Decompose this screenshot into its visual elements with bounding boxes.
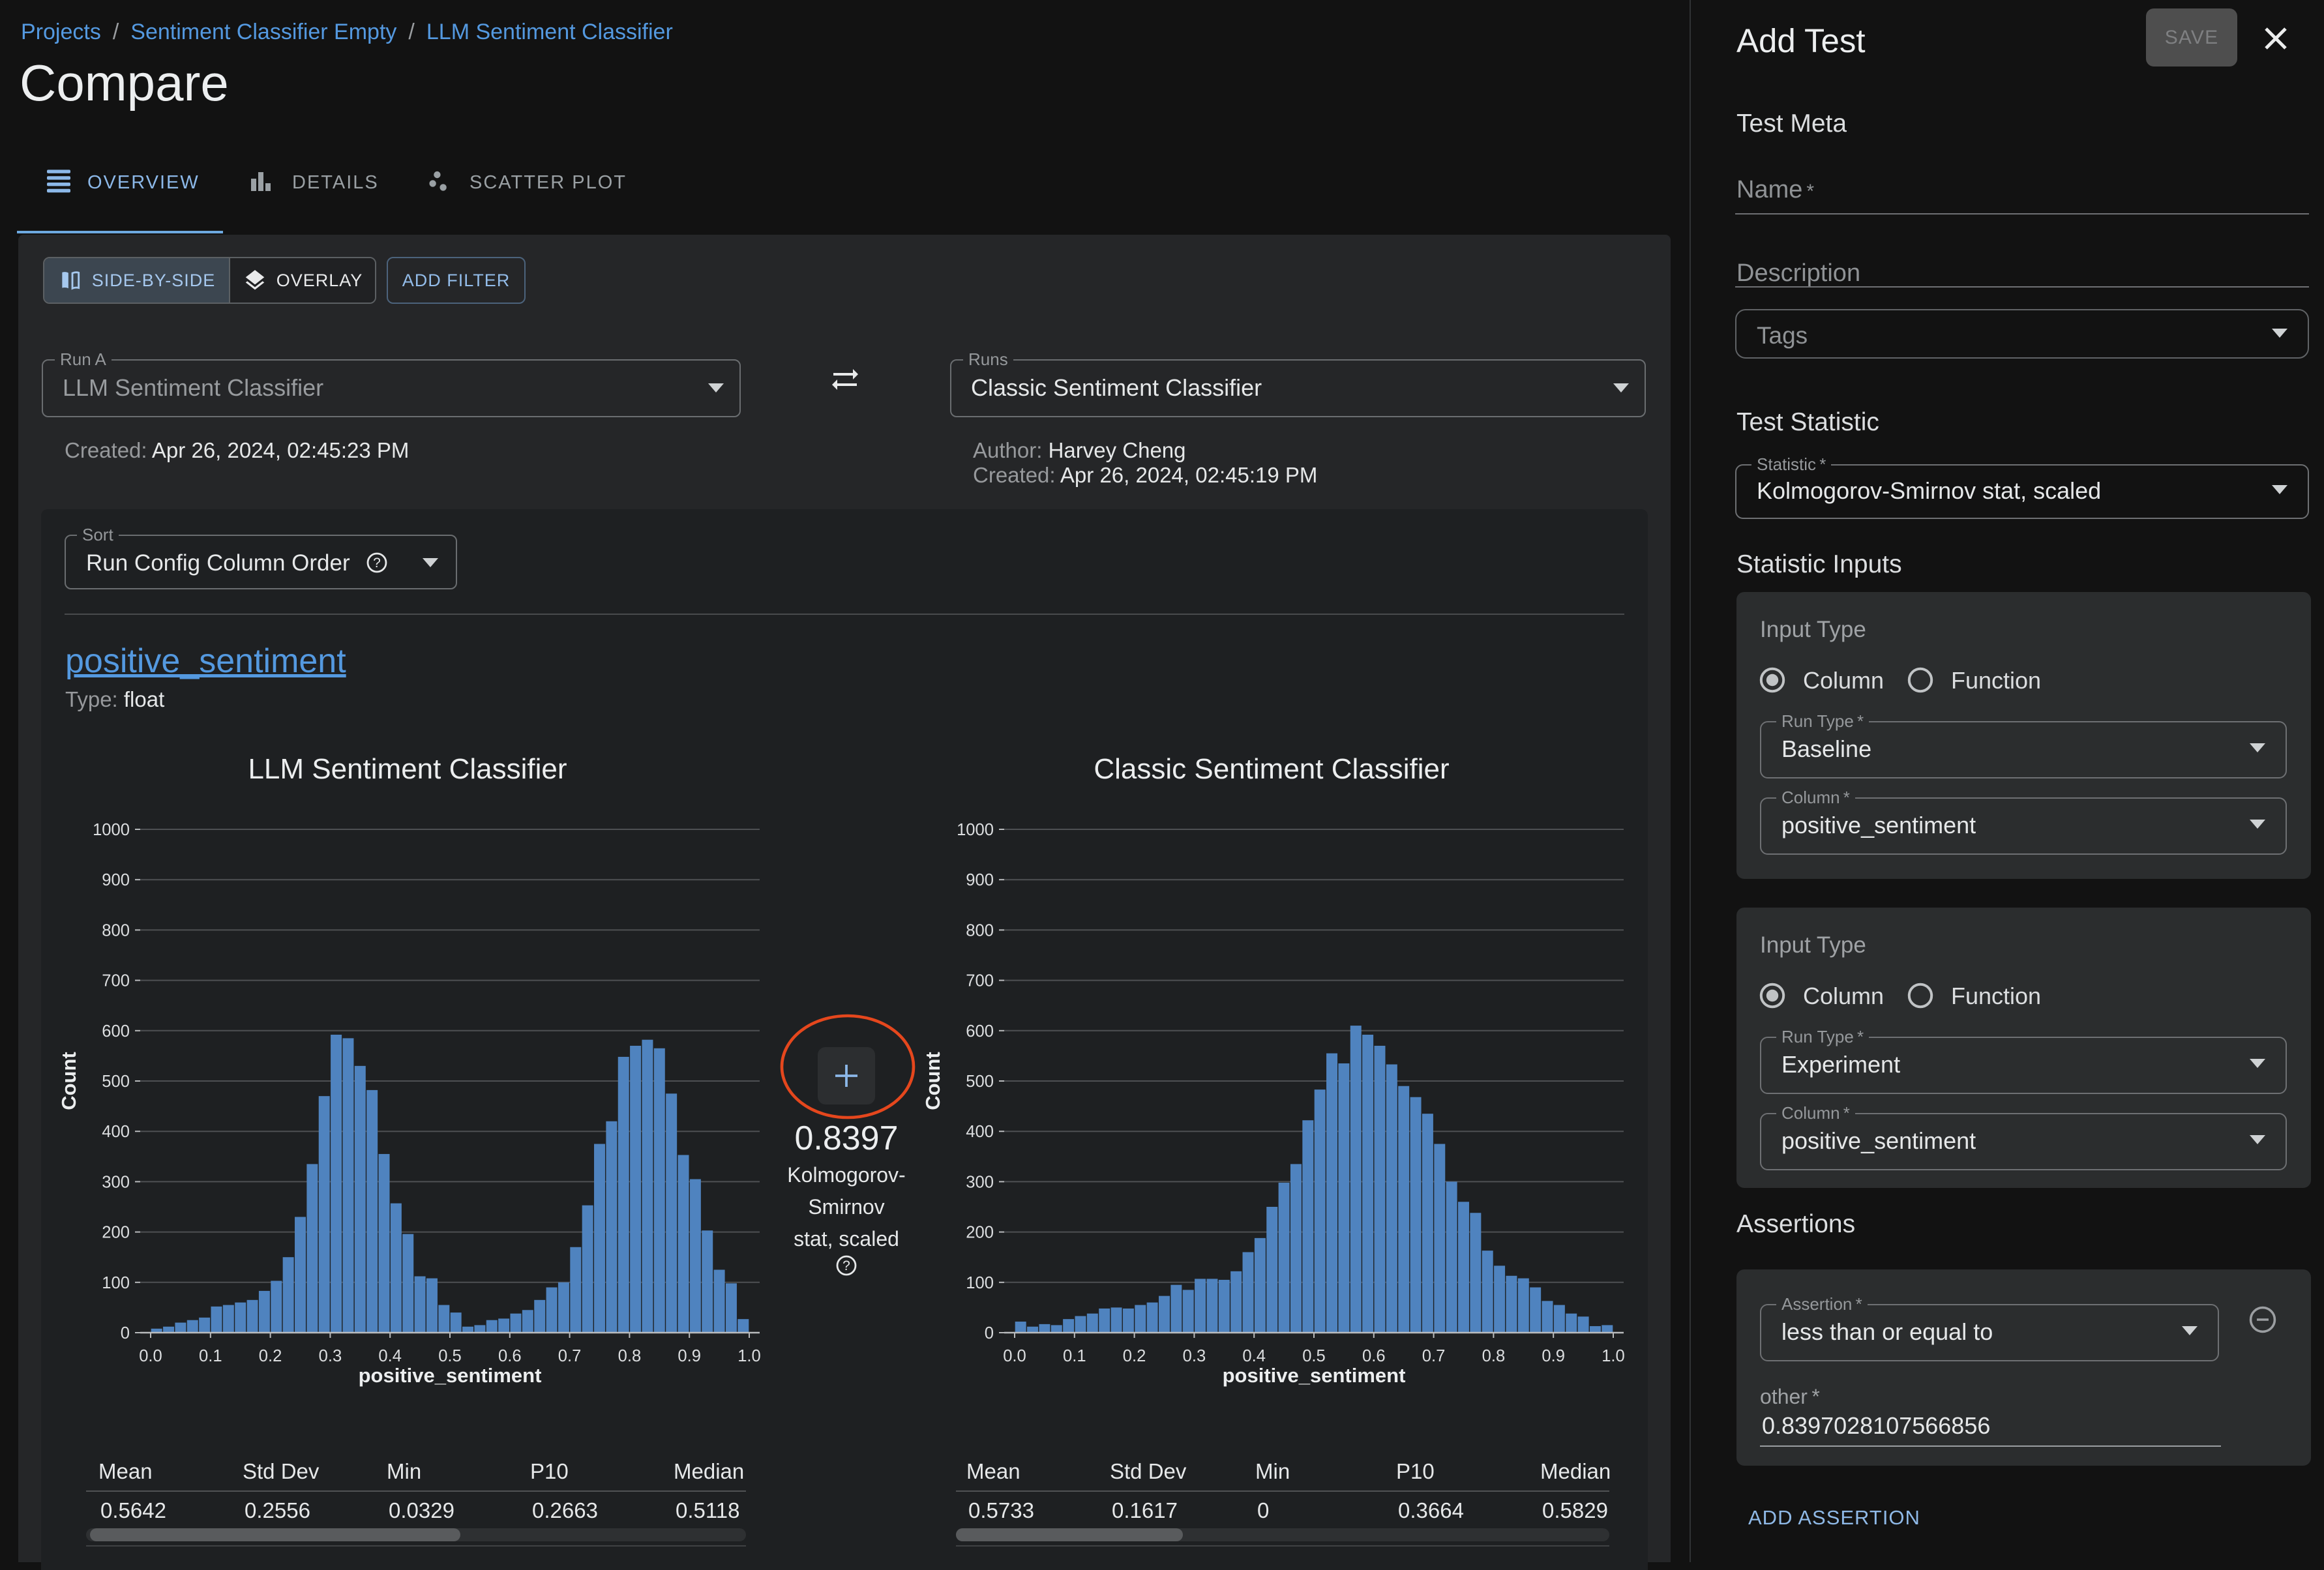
svg-text:0.8: 0.8 (618, 1347, 642, 1365)
svg-text:900: 900 (966, 871, 994, 889)
svg-text:Classic Sentiment Classifier: Classic Sentiment Classifier (1094, 753, 1449, 785)
svg-text:0.2: 0.2 (1123, 1347, 1146, 1365)
svg-text:1000: 1000 (957, 821, 994, 839)
svg-text:LLM Sentiment Classifier: LLM Sentiment Classifier (248, 753, 567, 785)
svg-text:300: 300 (102, 1173, 130, 1191)
svg-text:900: 900 (102, 871, 130, 889)
svg-text:0.6: 0.6 (498, 1347, 522, 1365)
svg-text:?: ? (842, 1258, 850, 1273)
svg-text:400: 400 (966, 1123, 994, 1141)
svg-text:0: 0 (121, 1324, 130, 1342)
svg-text:0.4: 0.4 (1242, 1347, 1266, 1365)
svg-text:0.8: 0.8 (1482, 1347, 1506, 1365)
svg-text:Count: Count (57, 1052, 80, 1110)
svg-text:0.2: 0.2 (259, 1347, 282, 1365)
svg-text:0.9: 0.9 (678, 1347, 701, 1365)
svg-text:?: ? (373, 555, 381, 570)
svg-text:200: 200 (102, 1224, 130, 1242)
svg-text:0.1: 0.1 (199, 1347, 222, 1365)
svg-text:1.0: 1.0 (737, 1347, 761, 1365)
svg-text:600: 600 (102, 1022, 130, 1041)
svg-text:100: 100 (966, 1274, 994, 1292)
svg-text:0.0: 0.0 (1003, 1347, 1026, 1365)
svg-text:500: 500 (966, 1073, 994, 1091)
svg-text:600: 600 (966, 1022, 994, 1041)
svg-text:300: 300 (966, 1173, 994, 1191)
svg-text:0: 0 (985, 1324, 994, 1342)
svg-text:0.5: 0.5 (438, 1347, 462, 1365)
svg-text:Count: Count (921, 1052, 944, 1110)
svg-text:0.3: 0.3 (1183, 1347, 1206, 1365)
svg-text:0.7: 0.7 (558, 1347, 582, 1365)
svg-text:positive_sentiment: positive_sentiment (1223, 1364, 1406, 1387)
svg-text:0.7: 0.7 (1422, 1347, 1446, 1365)
svg-text:1000: 1000 (93, 821, 130, 839)
svg-text:0.1: 0.1 (1063, 1347, 1086, 1365)
svg-text:100: 100 (102, 1274, 130, 1292)
svg-text:0.6: 0.6 (1362, 1347, 1386, 1365)
svg-text:500: 500 (102, 1073, 130, 1091)
svg-text:0.3: 0.3 (319, 1347, 342, 1365)
svg-text:700: 700 (102, 972, 130, 990)
svg-text:700: 700 (966, 972, 994, 990)
svg-text:800: 800 (966, 921, 994, 940)
svg-text:positive_sentiment: positive_sentiment (359, 1364, 542, 1387)
svg-text:800: 800 (102, 921, 130, 940)
svg-text:400: 400 (102, 1123, 130, 1141)
svg-text:0.4: 0.4 (378, 1347, 402, 1365)
svg-text:200: 200 (966, 1224, 994, 1242)
svg-text:0.5: 0.5 (1302, 1347, 1326, 1365)
svg-text:1.0: 1.0 (1601, 1347, 1625, 1365)
svg-text:0.0: 0.0 (139, 1347, 162, 1365)
svg-text:0.9: 0.9 (1542, 1347, 1565, 1365)
